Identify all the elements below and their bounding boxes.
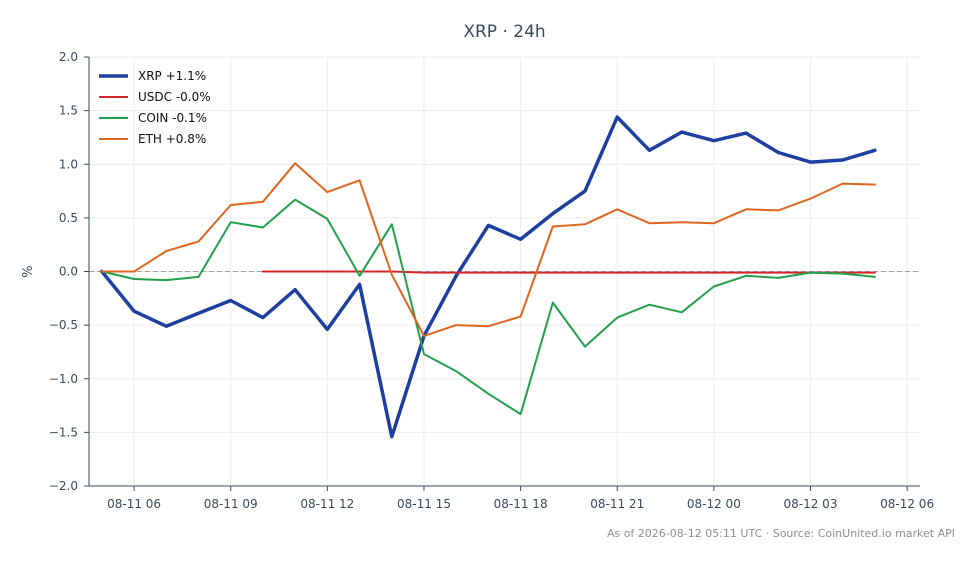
series-line-usdc	[261, 270, 876, 274]
y-tick-label: 1.0	[59, 157, 78, 171]
x-tick-label: 08-11 21	[590, 497, 644, 511]
x-tick-label: 08-12 06	[880, 497, 934, 511]
legend-label-xrp: XRP +1.1%	[138, 69, 206, 83]
x-tick-label: 08-11 09	[204, 497, 258, 511]
y-tick-label: 0.5	[59, 211, 78, 225]
x-tick-label: 08-11 12	[300, 497, 354, 511]
y-tick-label: −0.5	[49, 318, 78, 332]
x-tick-label: 08-11 15	[397, 497, 451, 511]
y-tick-label: 0.0	[59, 265, 78, 279]
x-tick-label: 08-11 06	[107, 497, 161, 511]
axes: 2.0 1.5 1.0 0.5 0.0 −0.5 −1.0 −1.5 −2.0 08-11 06 0…	[49, 50, 934, 511]
y-tick-label: −2.0	[49, 479, 78, 493]
y-tick-label: −1.5	[49, 425, 78, 439]
series-line-xrp	[100, 115, 877, 439]
y-tick-label: 2.0	[59, 50, 78, 64]
legend-label-eth: ETH +0.8%	[138, 132, 206, 146]
chart-title: XRP · 24h	[463, 22, 545, 42]
legend-label-coin: COIN -0.1%	[138, 111, 207, 125]
x-tick-label: 08-11 18	[494, 497, 548, 511]
y-axis-label: %	[21, 265, 36, 277]
y-tick-label: −1.0	[49, 372, 78, 386]
y-tick-label: 1.5	[59, 104, 78, 118]
series-line-coin	[100, 198, 876, 416]
x-tick-label: 08-12 03	[784, 497, 838, 511]
legend-label-usdc: USDC -0.0%	[138, 90, 211, 104]
chart-footer: As of 2026-08-12 05:11 UTC · Source: Coi…	[607, 527, 955, 540]
x-tick-label: 08-12 00	[687, 497, 741, 511]
series-line-eth	[100, 162, 876, 337]
legend: XRP +1.1% USDC -0.0% COIN -0.1% ETH +0.8%	[99, 69, 211, 146]
series-lines	[100, 115, 877, 439]
